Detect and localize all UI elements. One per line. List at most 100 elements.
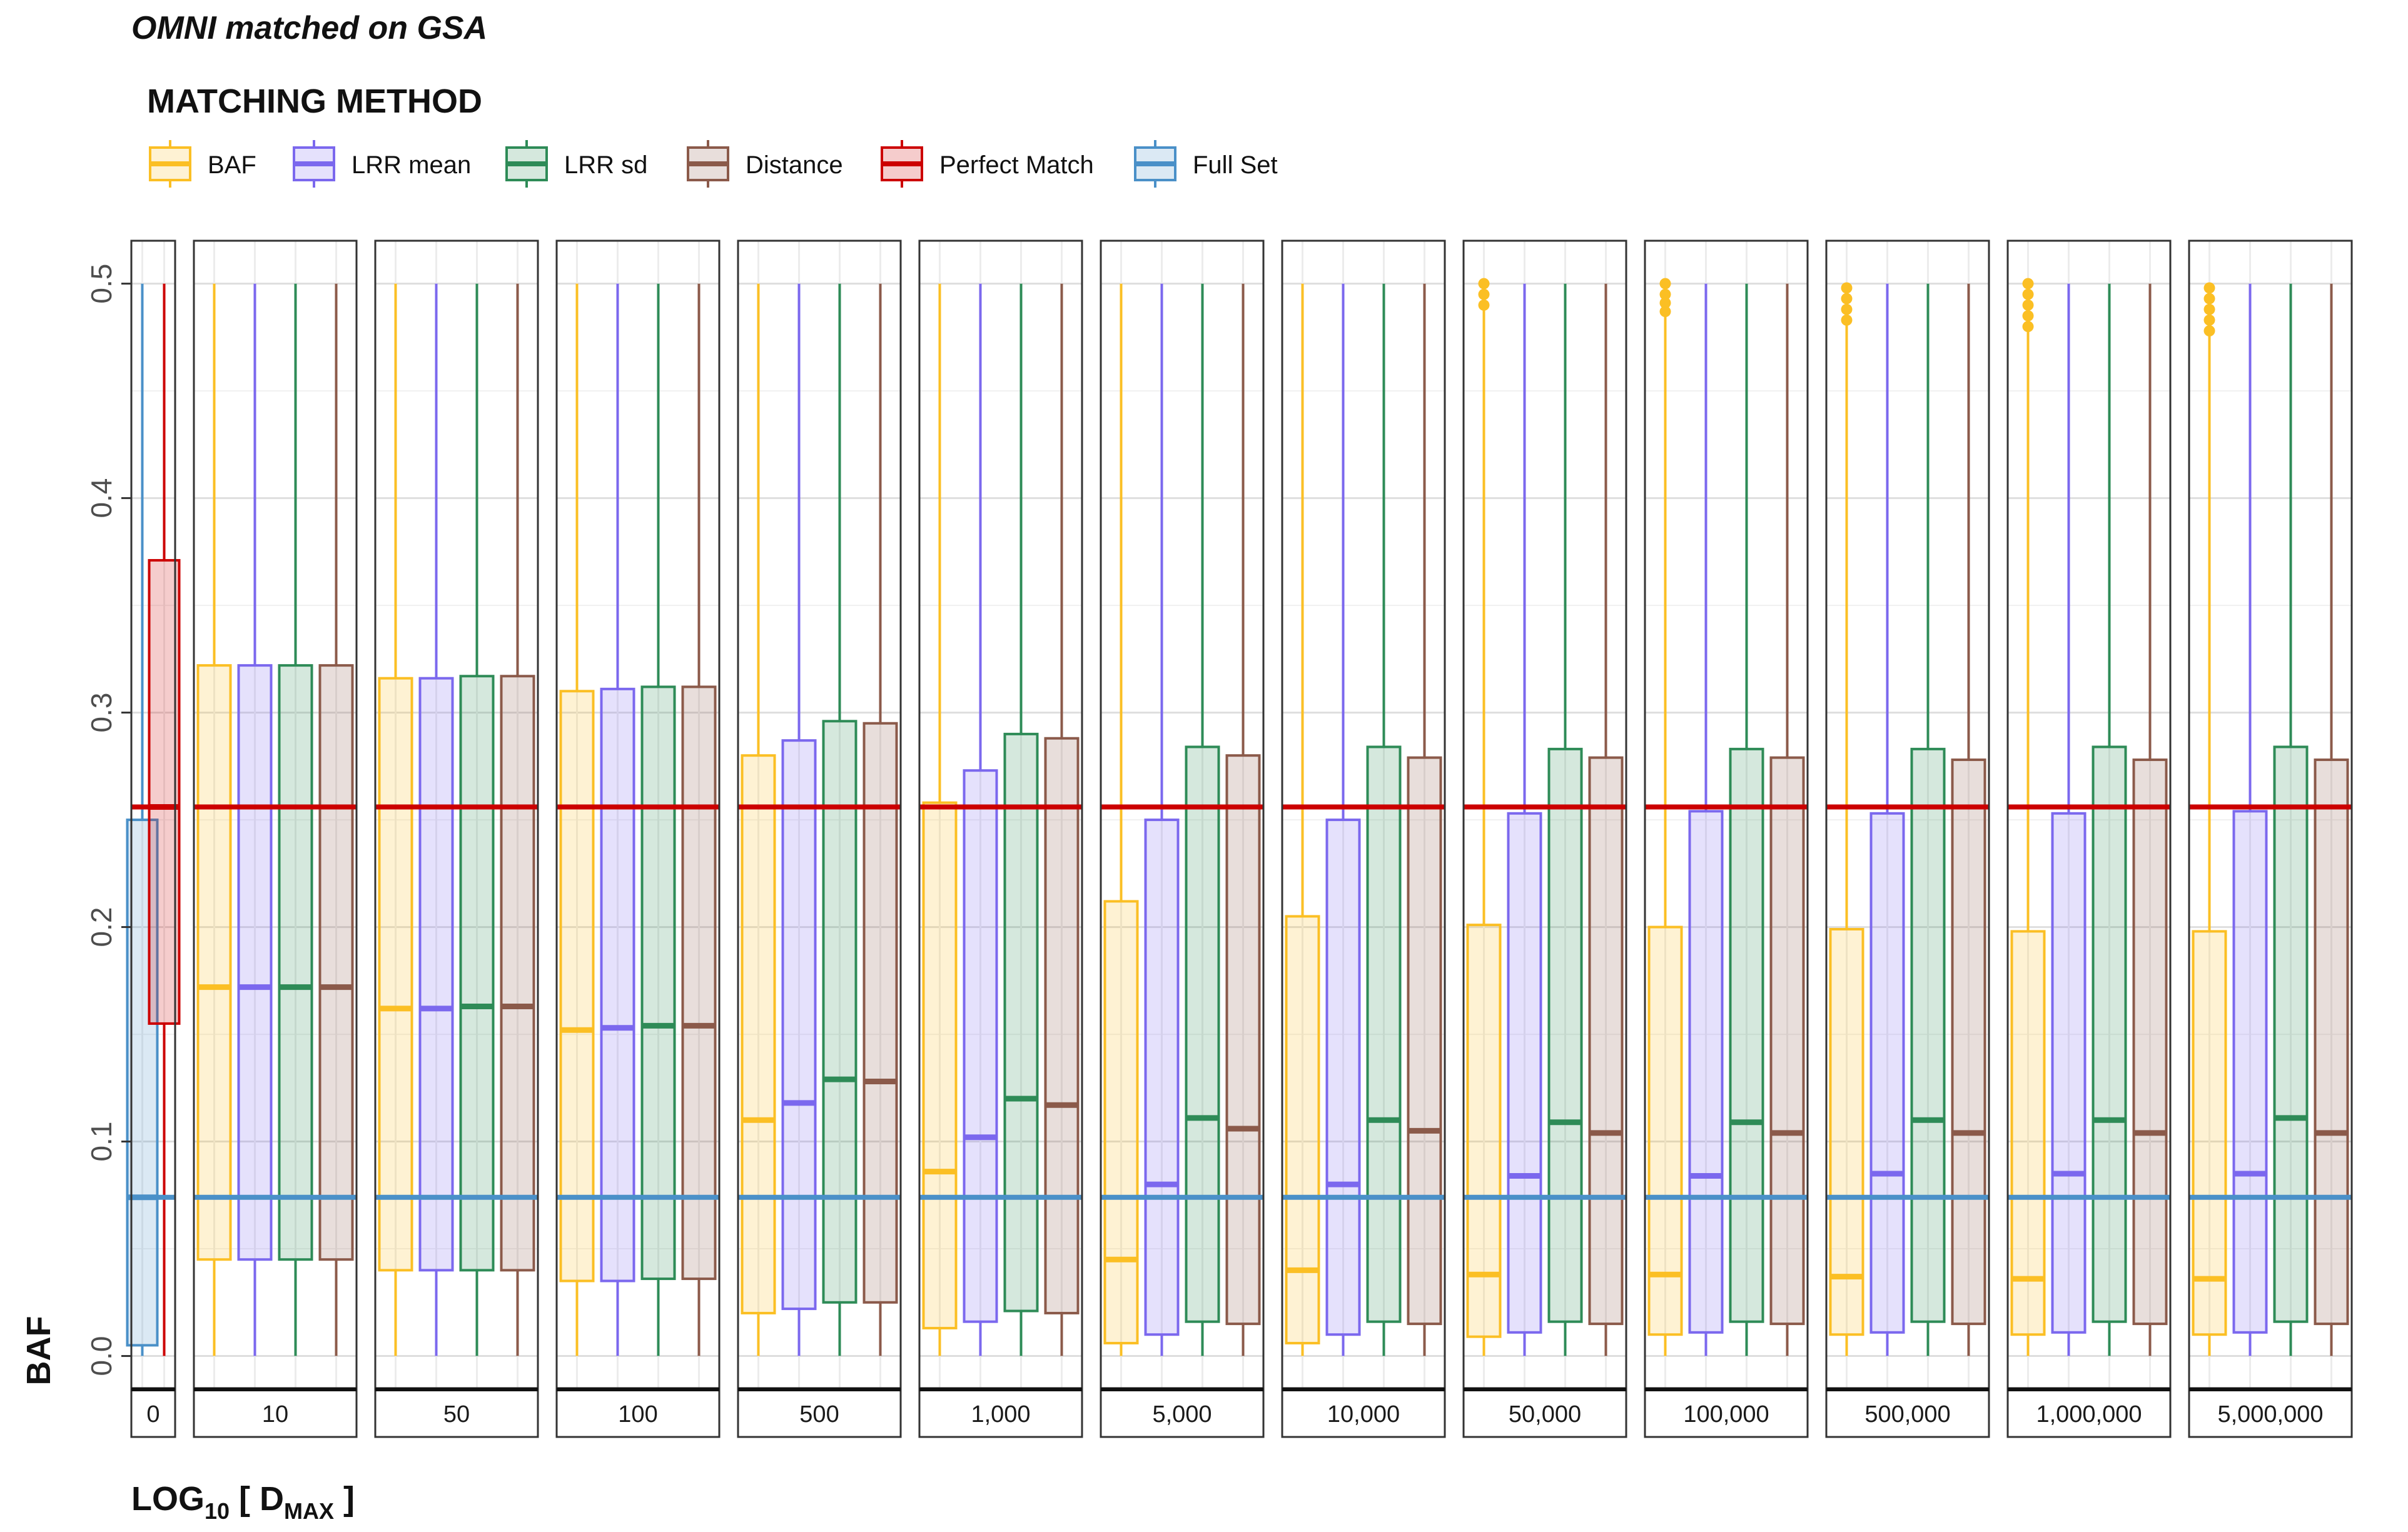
box-baf xyxy=(1829,282,1864,1356)
box-iqr xyxy=(1769,756,1805,1326)
outlier-point xyxy=(1478,278,1490,290)
box-baf xyxy=(922,283,958,1356)
strip-box xyxy=(2006,1388,2172,1438)
legend-item-distance: Distance xyxy=(687,140,843,188)
box-baf xyxy=(1103,283,1139,1356)
x-axis-title-sub1: 10 xyxy=(205,1498,230,1524)
strip-label: 500,000 xyxy=(1864,1401,1950,1428)
y-tick-label: 0.1 xyxy=(85,1122,118,1162)
panel-10000: 10,000 xyxy=(1281,239,1446,1438)
strip-label: 10 xyxy=(262,1401,288,1428)
box-iqr xyxy=(2314,758,2349,1326)
box-baf xyxy=(1285,283,1320,1356)
box-baf xyxy=(378,283,413,1356)
box-iqr xyxy=(237,664,273,1261)
box-iqr xyxy=(1729,747,1764,1323)
box-lrr-sd xyxy=(640,283,676,1356)
facet-panels: 0 10 50 100 500 1,000 5,000 10,000 50,000 100,000… xyxy=(126,239,2353,1438)
box-lrr-mean xyxy=(781,283,817,1356)
legend-item-label: Distance xyxy=(746,151,843,179)
strip-box xyxy=(130,1388,176,1438)
box-lrr-sd xyxy=(1729,283,1764,1356)
outlier-point xyxy=(1841,293,1853,305)
box-iqr xyxy=(1044,737,1080,1314)
outlier-point xyxy=(2203,314,2215,326)
legend-title: MATCHING METHOD xyxy=(147,83,482,120)
panel-100000: 100,000 xyxy=(1644,239,1809,1438)
strip-box xyxy=(737,1388,902,1438)
strip-label: 1,000 xyxy=(971,1401,1030,1428)
strip-label: 1,000,000 xyxy=(2036,1401,2142,1428)
box-iqr xyxy=(1588,756,1624,1326)
outlier-point xyxy=(2022,288,2034,300)
strip-label: 500 xyxy=(799,1401,839,1428)
strip-label: 0 xyxy=(146,1401,159,1428)
legend-item-lrr-sd: LRR sd xyxy=(505,140,647,188)
y-tick-label: 0.0 xyxy=(85,1336,118,1376)
box-lrr-sd xyxy=(1910,283,1946,1356)
legend-item-full-set: Full Set xyxy=(1134,140,1278,188)
box-iqr xyxy=(459,675,495,1272)
y-tick-label: 0.2 xyxy=(85,907,118,947)
legend-item-label: BAF xyxy=(208,151,256,179)
y-axis: 0.0 0.1 0.2 0.3 0.4 0.5 xyxy=(85,264,131,1376)
panel-50: 50 xyxy=(374,239,539,1438)
box-iqr xyxy=(2051,812,2087,1334)
outlier-point xyxy=(2022,321,2034,333)
box-iqr xyxy=(963,769,998,1323)
outlier-point xyxy=(1841,282,1853,294)
x-axis-title-end: ] xyxy=(334,1480,355,1518)
legend-item-label: LRR mean xyxy=(352,151,471,179)
outlier-point xyxy=(1841,303,1853,315)
box-iqr xyxy=(1003,732,1039,1313)
box-lrr-mean xyxy=(1144,283,1180,1356)
box-iqr xyxy=(1185,745,1220,1323)
box-distance xyxy=(1225,283,1261,1356)
box-iqr xyxy=(1285,915,1320,1344)
box-iqr xyxy=(1951,758,1986,1326)
legend-item-baf: BAF xyxy=(149,140,256,188)
panel-1000000: 1,000,000 xyxy=(2006,239,2172,1438)
box-iqr xyxy=(196,664,232,1261)
box-baf xyxy=(1647,278,1683,1356)
y-axis-title: BAF xyxy=(20,1316,58,1386)
legend-item-label: LRR sd xyxy=(564,151,647,179)
box-lrr-sd xyxy=(278,283,313,1356)
box-distance xyxy=(1951,283,1986,1356)
box-lrr-mean xyxy=(2232,283,2268,1356)
strip-box xyxy=(374,1388,539,1438)
panel-1000: 1,000 xyxy=(918,239,1083,1438)
panel-500: 500 xyxy=(737,239,902,1438)
box-iqr xyxy=(1325,819,1361,1336)
box-iqr xyxy=(1103,900,1139,1344)
box-iqr xyxy=(378,677,413,1272)
box-iqr xyxy=(318,664,354,1261)
box-iqr xyxy=(600,687,635,1283)
box-iqr xyxy=(2273,745,2309,1323)
box-iqr xyxy=(2092,745,2127,1323)
box-lrr-mean xyxy=(1507,283,1542,1356)
outlier-point xyxy=(1659,306,1671,318)
panel-0: 0 xyxy=(126,239,181,1438)
box-distance xyxy=(1044,283,1080,1356)
box-iqr xyxy=(1910,747,1946,1323)
strip-box xyxy=(918,1388,1083,1438)
box-distance xyxy=(500,283,535,1356)
box-iqr xyxy=(1507,812,1542,1334)
x-axis-title-sub2: MAX xyxy=(284,1498,334,1524)
box-distance xyxy=(1407,283,1442,1356)
outlier-point xyxy=(1659,278,1671,290)
panel-5000000: 5,000,000 xyxy=(2188,239,2353,1438)
box-lrr-mean xyxy=(963,283,998,1356)
outlier-point xyxy=(1659,288,1671,300)
box-lrr-sd xyxy=(1185,283,1220,1356)
outlier-point xyxy=(1478,299,1490,311)
box-lrr-sd xyxy=(2092,283,2127,1356)
box-baf xyxy=(559,283,595,1356)
strip-label: 10,000 xyxy=(1327,1401,1400,1428)
box-lrr-mean xyxy=(418,283,454,1356)
box-iqr xyxy=(278,664,313,1261)
box-iqr xyxy=(1547,747,1583,1323)
box-baf xyxy=(741,283,776,1356)
